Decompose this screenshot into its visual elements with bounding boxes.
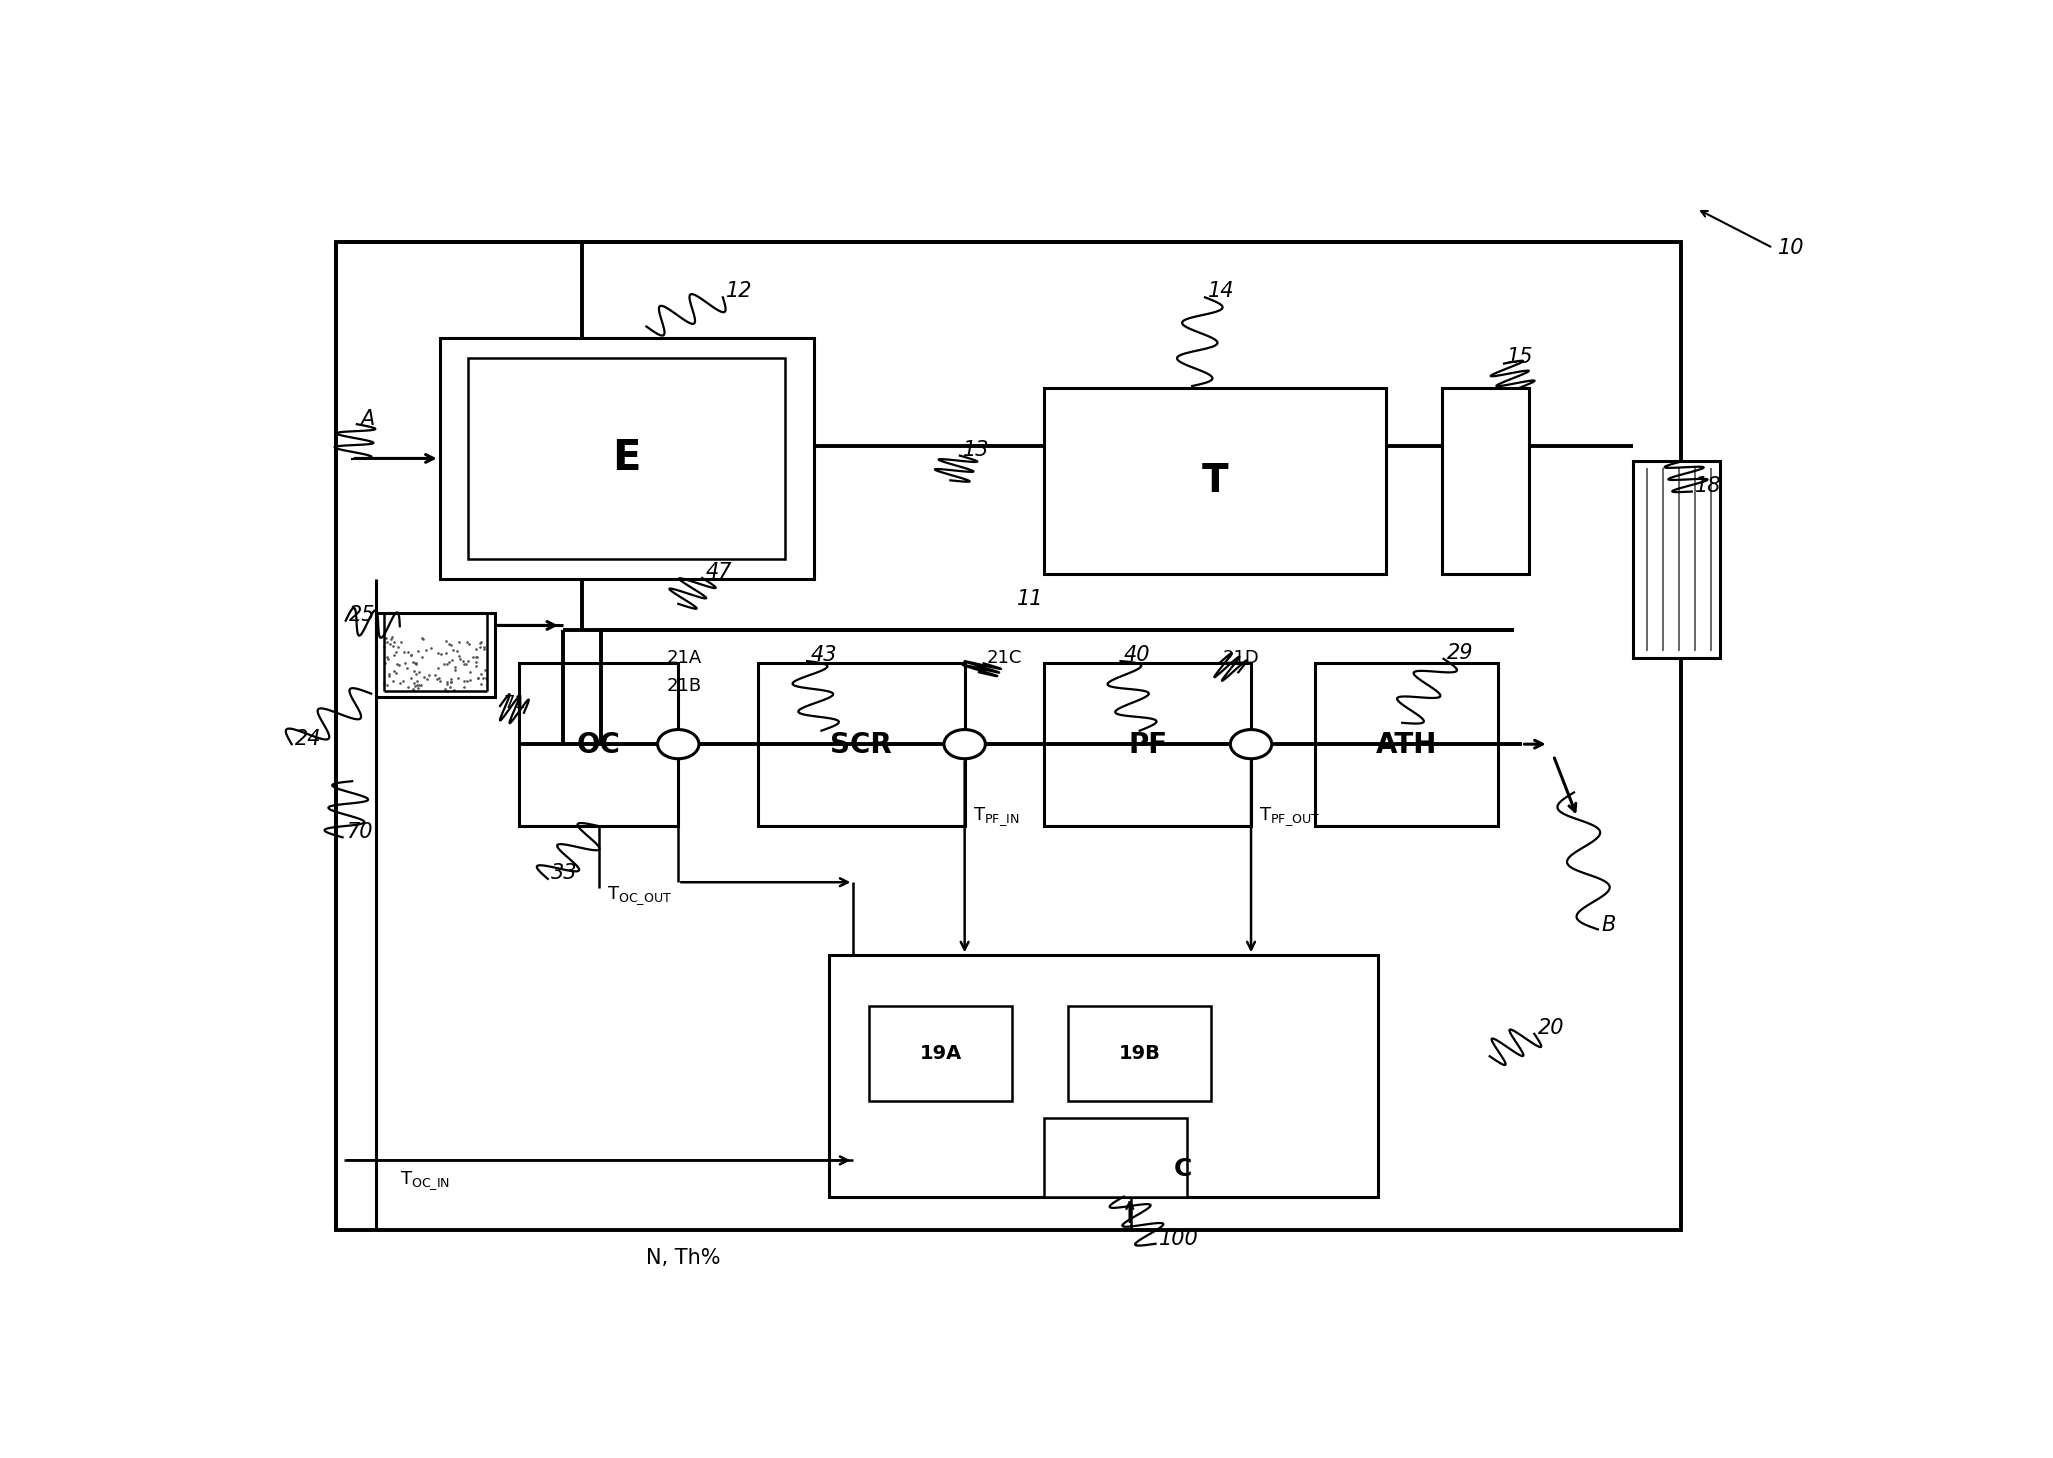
Text: T$_{\rm OC\_OUT}$: T$_{\rm OC\_OUT}$ — [608, 885, 671, 907]
Bar — [1045, 663, 1250, 827]
Bar — [1045, 388, 1386, 573]
Circle shape — [1230, 729, 1271, 758]
Bar — [337, 242, 1681, 1231]
Bar — [519, 663, 677, 827]
Text: SCR: SCR — [829, 730, 893, 758]
Text: 19B: 19B — [1119, 1044, 1160, 1063]
Text: 12: 12 — [727, 280, 753, 300]
Text: T$_{\rm OC\_IN}$: T$_{\rm OC\_IN}$ — [400, 1169, 450, 1191]
Bar — [1314, 663, 1499, 827]
Bar — [376, 612, 495, 697]
Text: C: C — [1174, 1156, 1193, 1181]
Text: 10: 10 — [1778, 238, 1805, 258]
Bar — [1632, 461, 1720, 658]
Bar — [758, 663, 965, 827]
Text: 24: 24 — [296, 729, 322, 748]
Text: 21C: 21C — [987, 649, 1022, 666]
Circle shape — [657, 729, 698, 758]
Text: 18: 18 — [1696, 475, 1722, 496]
Text: 43: 43 — [811, 646, 838, 665]
Text: 70: 70 — [345, 822, 372, 841]
Text: N, Th%: N, Th% — [647, 1248, 721, 1268]
Text: T$_{\rm PF\_OUT}$: T$_{\rm PF\_OUT}$ — [1258, 806, 1320, 828]
Text: PF: PF — [1127, 730, 1168, 758]
Text: 21A: 21A — [667, 649, 702, 666]
Text: 21D: 21D — [1222, 649, 1258, 666]
Text: 19A: 19A — [920, 1044, 963, 1063]
Bar — [1441, 388, 1529, 573]
Text: 71: 71 — [503, 694, 526, 712]
Text: OC: OC — [577, 730, 620, 758]
Bar — [468, 359, 784, 558]
Text: 14: 14 — [1207, 280, 1234, 300]
Bar — [829, 955, 1378, 1197]
Text: 21B: 21B — [667, 677, 702, 695]
Text: B: B — [1601, 916, 1616, 935]
Bar — [1045, 1118, 1187, 1197]
Text: 25: 25 — [349, 605, 376, 625]
Bar — [868, 1006, 1012, 1101]
Text: 11: 11 — [1016, 589, 1043, 609]
Bar — [439, 338, 813, 579]
Text: 33: 33 — [550, 863, 577, 884]
Text: 47: 47 — [706, 563, 731, 582]
Circle shape — [944, 729, 985, 758]
Text: 29: 29 — [1447, 643, 1474, 663]
Bar — [1068, 1006, 1211, 1101]
Text: T$_{\rm PF\_IN}$: T$_{\rm PF\_IN}$ — [973, 806, 1018, 828]
Text: 40: 40 — [1123, 646, 1150, 665]
Text: ATH: ATH — [1376, 730, 1437, 758]
Text: T: T — [1201, 462, 1228, 500]
Text: 15: 15 — [1507, 347, 1534, 367]
Text: 13: 13 — [963, 440, 990, 461]
Text: 100: 100 — [1158, 1229, 1199, 1250]
Text: 20: 20 — [1538, 1018, 1564, 1038]
Text: E: E — [612, 437, 641, 480]
Text: A: A — [359, 408, 374, 429]
